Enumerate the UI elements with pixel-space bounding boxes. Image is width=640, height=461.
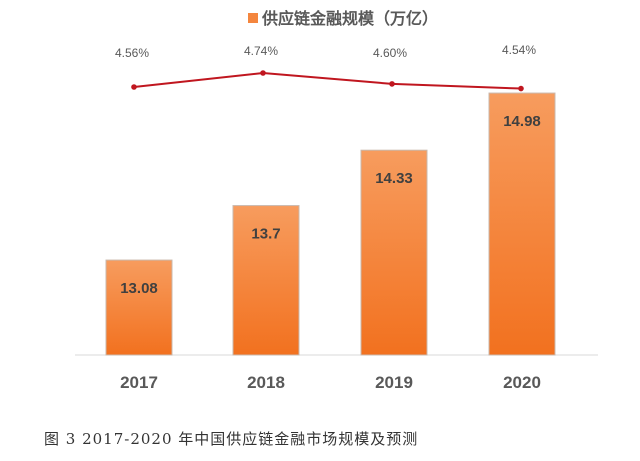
bar-2018: [232, 205, 300, 356]
x-tick-label: 2018: [247, 373, 285, 392]
rate-point: [389, 81, 395, 87]
rate-label: 4.56%: [115, 46, 149, 60]
bar-2017: [105, 259, 173, 356]
legend: 供应链金融规模（万亿）: [248, 9, 438, 28]
bar-2020: [488, 92, 556, 356]
rate-label: 4.54%: [502, 43, 536, 57]
x-tick-label: 2019: [375, 373, 413, 392]
bar-label: 13.7: [251, 226, 280, 243]
bar-2019: [360, 149, 428, 356]
bar-label: 13.08: [120, 280, 158, 297]
x-tick-label: 2017: [120, 373, 158, 392]
rate-point: [131, 84, 137, 90]
rate-line: [133, 71, 522, 90]
rate-label: 4.60%: [373, 46, 407, 60]
rate-point: [260, 70, 266, 76]
figure-caption: 图 3 2017-2020 年中国供应链金融市场规模及预测: [44, 430, 419, 448]
rate-label: 4.74%: [244, 44, 278, 58]
legend-label: 供应链金融规模（万亿）: [261, 9, 438, 28]
legend-swatch: [248, 13, 258, 23]
bar-label: 14.33: [375, 170, 413, 187]
rate-point: [518, 85, 524, 92]
chart: 供应链金融规模（万亿） 13.08 13.7 14.33 14.98 4.56% 4.7…: [75, 9, 598, 392]
bar-label: 14.98: [503, 113, 541, 130]
x-tick-label: 2020: [503, 373, 541, 392]
